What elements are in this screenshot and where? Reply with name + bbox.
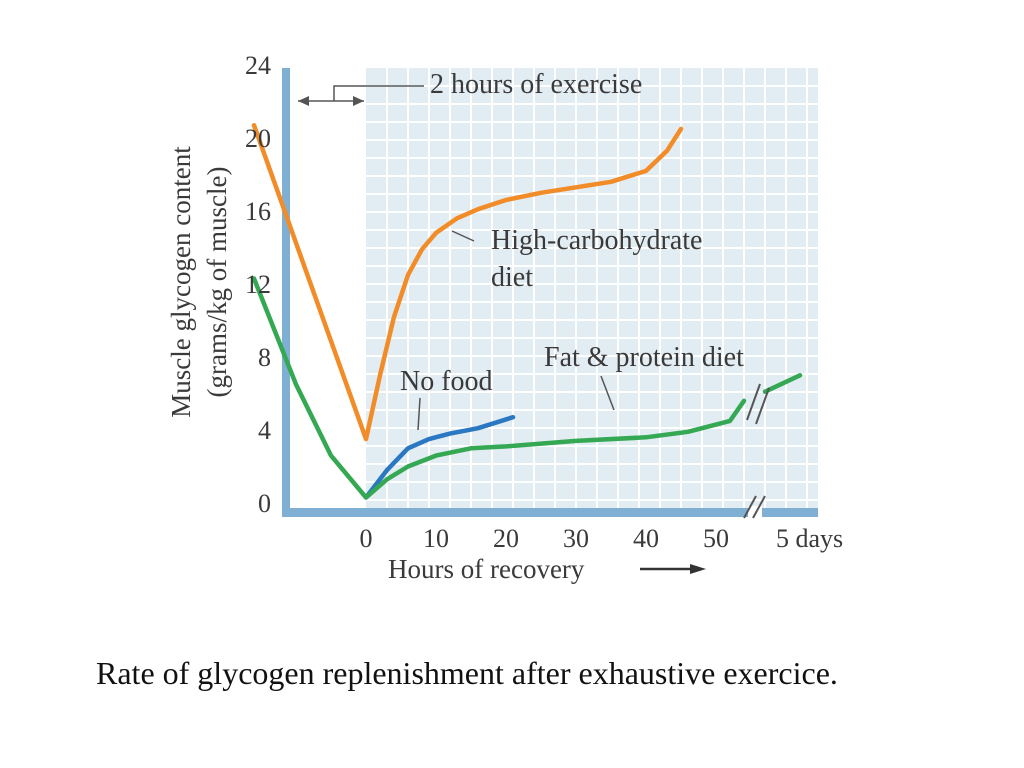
series-line-no-food	[363, 414, 516, 500]
y-tick-label: 0	[258, 489, 271, 518]
axes	[282, 68, 818, 517]
grid	[366, 68, 818, 508]
y-axis-label-line2: (grams/kg of muscle)	[202, 167, 232, 398]
y-tick-label: 12	[245, 270, 271, 299]
x-tick-label: 40	[633, 524, 659, 553]
line-break-mark	[746, 383, 761, 421]
series-label-fat-protein: Fat & protein diet	[544, 342, 744, 411]
glycogen-chart: 0 4 8 12 16 20 24 0 10 20 30 40 50 Muscle glycogen c…	[166, 51, 843, 584]
y-tick-label: 4	[258, 416, 271, 445]
series-label-high-carb-line1: High-carbohydrate	[491, 225, 702, 256]
x-tick-label: 50	[703, 524, 729, 553]
y-tick-label: 20	[245, 124, 271, 153]
x-axis-break-mark	[752, 495, 766, 519]
x-axis-arrow	[640, 564, 706, 574]
y-tick-label: 16	[245, 197, 271, 226]
tick-labels: 0 4 8 12 16 20 24 0 10 20 30 40 50	[245, 51, 729, 553]
figure-caption: Rate of glycogen replenishment after exh…	[96, 655, 838, 691]
axis-breaks	[743, 383, 770, 520]
y-axis-bar	[282, 68, 290, 516]
series-label-high-carb: High-carbohydrate diet	[451, 225, 702, 293]
series-line-fat-protein-after-break	[762, 373, 803, 394]
series-label-no-food-text: No food	[400, 366, 493, 397]
series-label-no-food: No food	[400, 366, 493, 431]
x-tick-label: 20	[493, 524, 519, 553]
x-axis-break-mark	[743, 495, 757, 519]
y-axis-label-line1: Muscle glycogen content	[166, 146, 196, 418]
plot-area-exercise	[288, 68, 366, 508]
x-axis-label: Hours of recovery	[388, 554, 585, 584]
series-label-fat-protein-text: Fat & protein diet	[544, 342, 744, 373]
x-extra-label: 5 days	[776, 524, 843, 553]
x-tick-label: 10	[423, 524, 449, 553]
exercise-annotation-text: 2 hours of exercise	[430, 69, 642, 100]
series-line-fat-protein	[251, 276, 747, 500]
exercise-annotation: 2 hours of exercise	[298, 69, 642, 106]
series-lines	[251, 122, 803, 500]
line-break-mark	[755, 387, 770, 425]
series-line-high-carb	[251, 122, 684, 442]
y-tick-label: 8	[258, 343, 271, 372]
y-tick-label: 24	[245, 51, 271, 80]
x-tick-label: 30	[563, 524, 589, 553]
x-tick-label: 0	[360, 524, 373, 553]
series-label-high-carb-line2: diet	[491, 262, 533, 293]
x-axis-bar	[282, 508, 818, 517]
